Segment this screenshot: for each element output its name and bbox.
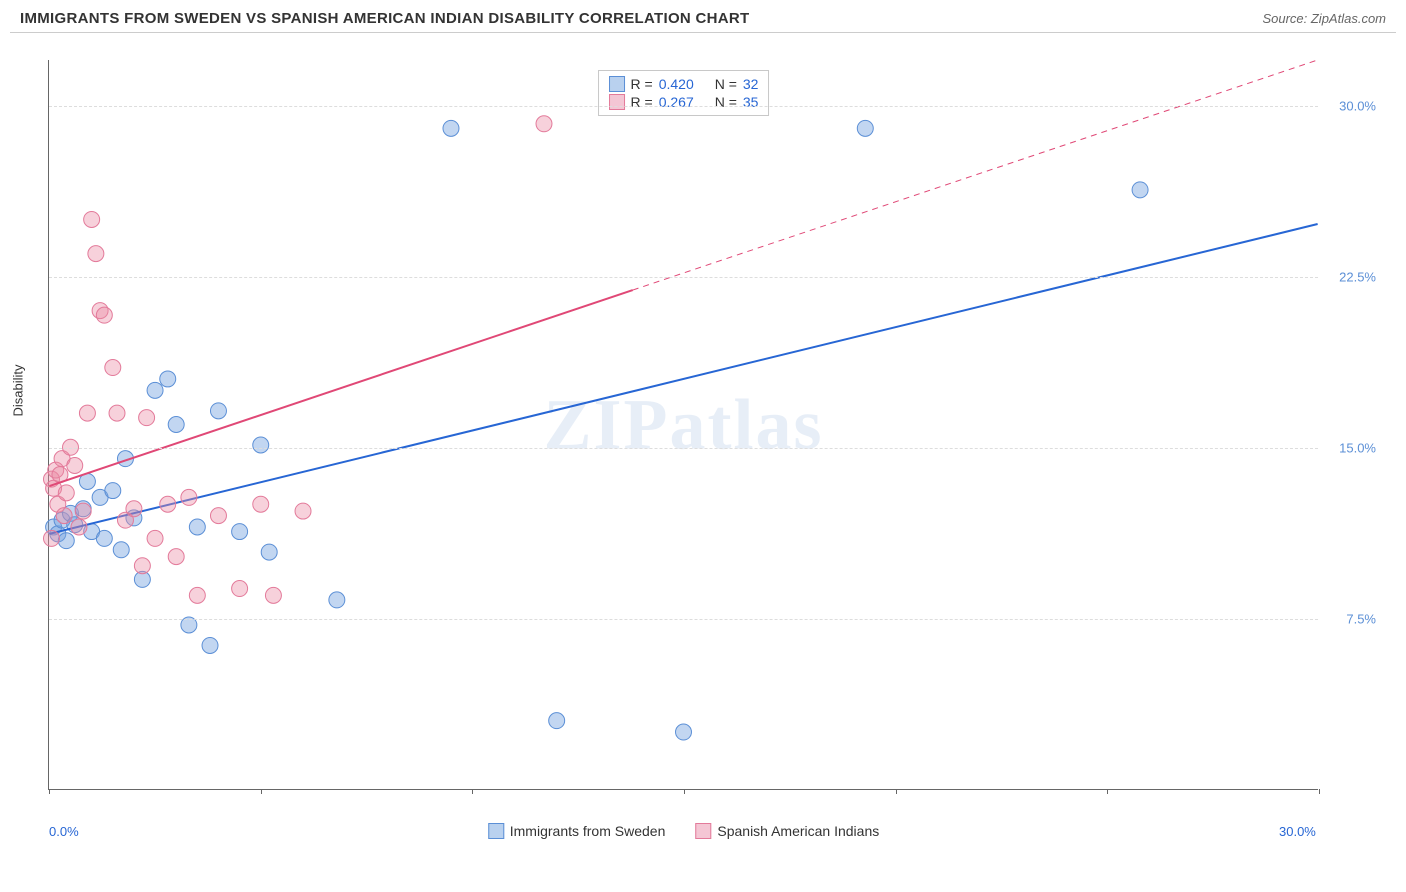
scatter-point: [147, 530, 163, 546]
legend-swatch: [488, 823, 504, 839]
y-tick-label: 22.5%: [1339, 269, 1376, 284]
scatter-point: [536, 116, 552, 132]
scatter-point: [168, 417, 184, 433]
grid-line: [49, 277, 1318, 278]
scatter-point: [160, 496, 176, 512]
legend-correlation-row: R = 0.267 N = 35: [609, 93, 759, 111]
plot-svg: [49, 60, 1318, 789]
scatter-point: [43, 530, 59, 546]
scatter-point: [96, 307, 112, 323]
scatter-point: [147, 382, 163, 398]
y-axis-label: Disability: [11, 364, 26, 416]
x-tick-label: 30.0%: [1279, 824, 1316, 839]
legend-swatch: [695, 823, 711, 839]
header-divider: [10, 32, 1396, 33]
chart-title: IMMIGRANTS FROM SWEDEN VS SPANISH AMERIC…: [20, 10, 750, 27]
scatter-point: [160, 371, 176, 387]
scatter-point: [84, 211, 100, 227]
scatter-point: [181, 489, 197, 505]
scatter-point: [126, 501, 142, 517]
legend-r-label: R =: [631, 94, 653, 110]
legend-series-item: Immigrants from Sweden: [488, 823, 666, 839]
scatter-point: [202, 637, 218, 653]
grid-line: [49, 448, 1318, 449]
x-tick-mark: [684, 789, 685, 794]
scatter-point: [105, 360, 121, 376]
legend-correlation-box: R = 0.420 N = 32 R = 0.267 N = 35: [598, 70, 770, 116]
x-tick-mark: [49, 789, 50, 794]
source-label: Source: ZipAtlas.com: [1262, 11, 1386, 26]
legend-n-value: 35: [743, 94, 759, 110]
scatter-point: [232, 524, 248, 540]
y-tick-label: 30.0%: [1339, 98, 1376, 113]
scatter-point: [168, 549, 184, 565]
legend-swatch: [609, 94, 625, 110]
scatter-point: [443, 120, 459, 136]
grid-line: [49, 619, 1318, 620]
legend-n-value: 32: [743, 76, 759, 92]
scatter-point: [253, 496, 269, 512]
scatter-point: [210, 403, 226, 419]
scatter-point: [79, 405, 95, 421]
x-tick-mark: [472, 789, 473, 794]
y-tick-label: 15.0%: [1339, 440, 1376, 455]
x-tick-mark: [896, 789, 897, 794]
scatter-point: [67, 458, 83, 474]
scatter-point: [253, 437, 269, 453]
legend-n-label: N =: [715, 94, 737, 110]
y-tick-label: 7.5%: [1346, 611, 1376, 626]
scatter-point: [676, 724, 692, 740]
scatter-point: [109, 405, 125, 421]
scatter-point: [549, 713, 565, 729]
x-tick-mark: [1319, 789, 1320, 794]
legend-n-label: N =: [715, 76, 737, 92]
legend-correlation-row: R = 0.420 N = 32: [609, 75, 759, 93]
scatter-point: [71, 519, 87, 535]
legend-series-label: Spanish American Indians: [717, 823, 879, 839]
legend-r-label: R =: [631, 76, 653, 92]
scatter-point: [105, 483, 121, 499]
scatter-point: [88, 246, 104, 262]
scatter-point: [96, 530, 112, 546]
x-tick-mark: [261, 789, 262, 794]
chart-container: Disability ZIPatlas R = 0.420 N = 32 R =…: [48, 50, 1388, 820]
scatter-point: [857, 120, 873, 136]
scatter-point: [261, 544, 277, 560]
legend-series-item: Spanish American Indians: [695, 823, 879, 839]
trend-line-solid: [49, 290, 632, 486]
plot-area: ZIPatlas R = 0.420 N = 32 R = 0.267 N = …: [48, 60, 1318, 790]
legend-r-value: 0.267: [659, 94, 709, 110]
legend-swatch: [609, 76, 625, 92]
trend-line-solid: [49, 224, 1317, 534]
scatter-point: [189, 587, 205, 603]
scatter-point: [58, 533, 74, 549]
scatter-point: [58, 485, 74, 501]
x-tick-label: 0.0%: [49, 824, 79, 839]
scatter-point: [1132, 182, 1148, 198]
scatter-point: [113, 542, 129, 558]
grid-line: [49, 106, 1318, 107]
scatter-point: [56, 508, 72, 524]
scatter-point: [265, 587, 281, 603]
scatter-point: [139, 410, 155, 426]
legend-r-value: 0.420: [659, 76, 709, 92]
legend-series-label: Immigrants from Sweden: [510, 823, 666, 839]
scatter-point: [134, 558, 150, 574]
x-tick-mark: [1107, 789, 1108, 794]
legend-series: Immigrants from Sweden Spanish American …: [488, 823, 879, 839]
scatter-point: [295, 503, 311, 519]
scatter-point: [329, 592, 345, 608]
scatter-point: [232, 581, 248, 597]
scatter-point: [189, 519, 205, 535]
scatter-point: [210, 508, 226, 524]
scatter-point: [75, 503, 91, 519]
